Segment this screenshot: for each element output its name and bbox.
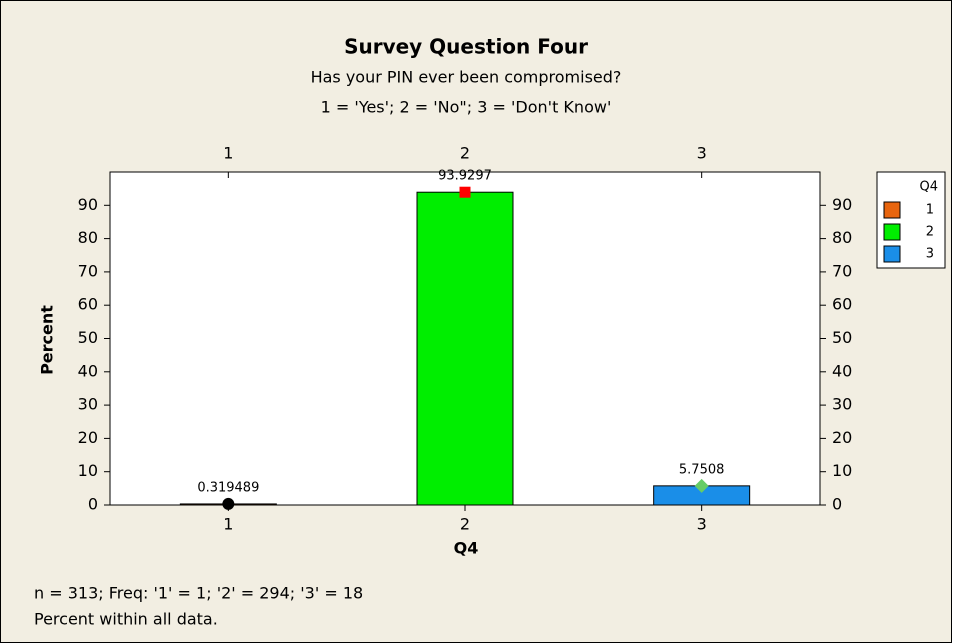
marker — [694, 478, 709, 493]
y-tick-label: 20 — [78, 428, 98, 447]
y-tick-label: 70 — [78, 261, 98, 280]
legend-swatch — [883, 245, 901, 263]
legend-swatch — [883, 223, 901, 241]
y2-tick-label: 80 — [832, 228, 852, 247]
chart-title: Survey Question Four — [344, 35, 588, 59]
y-tick-label: 50 — [78, 328, 98, 347]
y2-tick-label: 60 — [832, 295, 852, 314]
y-tick-label: 80 — [78, 228, 98, 247]
y2-tick-label: 10 — [832, 461, 852, 480]
y-tick-label: 60 — [78, 295, 98, 314]
data-label: 5.7508 — [679, 462, 725, 477]
data-label: 0.319489 — [197, 480, 259, 495]
x-axis-label: Q4 — [454, 539, 479, 558]
subtitle: Has your PIN ever been compromised? — [311, 68, 622, 87]
footnote: n = 313; Freq: '1' = 1; '2' = 294; '3' =… — [34, 584, 363, 603]
x-tick-label: 1 — [223, 515, 233, 534]
x-tick-label: 2 — [460, 515, 470, 534]
marker — [459, 186, 471, 198]
legend-label: 3 — [926, 247, 934, 262]
y-tick-label: 0 — [88, 495, 98, 514]
x-tick-label: 3 — [697, 515, 707, 534]
footnote: Percent within all data. — [34, 610, 218, 629]
y-tick-label: 90 — [78, 195, 98, 214]
y2-tick-label: 0 — [832, 495, 842, 514]
data-label: 93.9297 — [438, 169, 492, 184]
bar — [416, 191, 514, 506]
y2-tick-label: 20 — [832, 428, 852, 447]
legend-title: Q4 — [919, 180, 938, 195]
y2-tick-label: 50 — [832, 328, 852, 347]
legend-label: 2 — [926, 225, 934, 240]
y2-tick-label: 30 — [832, 395, 852, 414]
y2-tick-label: 40 — [832, 361, 852, 380]
x2-tick-label: 1 — [223, 144, 233, 163]
subtitle: 1 = 'Yes'; 2 = 'No"; 3 = 'Don't Know' — [321, 98, 612, 117]
y-tick-label: 30 — [78, 395, 98, 414]
legend-label: 1 — [926, 203, 934, 218]
y-axis-label: Percent — [38, 305, 57, 375]
marker — [222, 497, 235, 510]
x2-tick-label: 2 — [460, 144, 470, 163]
x2-tick-label: 3 — [697, 144, 707, 163]
y-tick-label: 10 — [78, 461, 98, 480]
y2-tick-label: 70 — [832, 261, 852, 280]
legend-swatch — [883, 201, 901, 219]
y2-tick-label: 90 — [832, 195, 852, 214]
y-tick-label: 40 — [78, 361, 98, 380]
